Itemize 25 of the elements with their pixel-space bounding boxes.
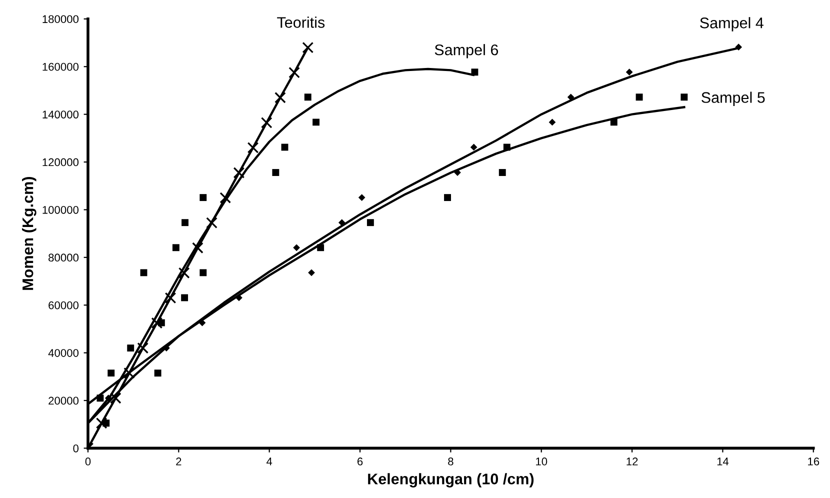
y-tick-label: 0: [73, 444, 79, 452]
series-label: Sampel 4: [700, 17, 764, 32]
y-tick-label: 40000: [48, 349, 79, 357]
x-axis-title: Kelengkungan (10 /cm): [368, 473, 534, 488]
x-tick-label: 16: [808, 458, 820, 466]
x-tick-label: 14: [717, 458, 729, 466]
y-tick-label: 160000: [42, 62, 79, 71]
series-label: Teoritis: [277, 16, 325, 28]
x-tick-label: 2: [176, 458, 182, 466]
x-tick-label: 4: [266, 458, 272, 466]
x-tick-label: 0: [85, 458, 91, 466]
y-tick-label: 140000: [42, 110, 79, 118]
x-tick-label: 6: [357, 458, 363, 466]
x-tick-label: 10: [536, 458, 548, 466]
y-axis-title: Momen (Kg.cm): [22, 177, 36, 290]
series-label: Sampel 5: [702, 92, 765, 106]
y-tick-label: 20000: [48, 396, 79, 405]
x-tick-label: 8: [448, 458, 454, 466]
y-tick-label: 80000: [48, 254, 79, 262]
x-tick-label: 12: [626, 458, 638, 466]
series-label: Sampel 6: [434, 44, 498, 58]
y-tick-label: 180000: [42, 15, 79, 24]
y-tick-label: 60000: [48, 301, 79, 310]
y-tick-label: 100000: [42, 206, 79, 214]
y-tick-label: 120000: [42, 158, 79, 166]
